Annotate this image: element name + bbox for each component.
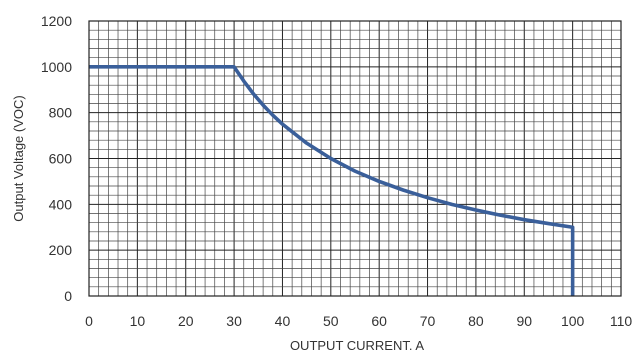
x-tick-label: 100 — [561, 313, 585, 329]
x-axis-label: OUTPUT CURRENT. A — [290, 338, 424, 353]
x-tick-label: 20 — [178, 313, 194, 329]
x-tick-label: 90 — [516, 313, 532, 329]
x-tick-label: 110 — [610, 313, 633, 329]
y-tick-labels: 0 200 400 600 800 1000 1200 — [41, 13, 72, 304]
y-tick-label: 400 — [49, 196, 73, 212]
y-tick-label: 1000 — [41, 59, 72, 75]
series-group — [89, 65, 575, 296]
y-tick-label: 600 — [49, 151, 73, 167]
grid — [88, 20, 622, 297]
y-tick-label: 0 — [64, 288, 72, 304]
x-tick-label: 80 — [468, 313, 484, 329]
y-axis-label: Output Voltage (VOC) — [11, 95, 26, 221]
plot-frame — [88, 20, 622, 297]
x-tick-label: 60 — [371, 313, 387, 329]
y-tick-label: 1200 — [41, 13, 72, 29]
x-tick-label: 70 — [420, 313, 436, 329]
x-tick-label: 10 — [130, 313, 146, 329]
x-tick-label: 40 — [275, 313, 291, 329]
x-tick-label: 30 — [226, 313, 242, 329]
series-line — [89, 65, 575, 296]
y-tick-label: 800 — [49, 105, 73, 121]
x-tick-label: 0 — [85, 313, 93, 329]
x-tick-label: 50 — [323, 313, 339, 329]
y-tick-label: 200 — [49, 242, 73, 258]
x-tick-labels: 0 10 20 30 40 50 60 70 80 90 100 110 — [85, 313, 632, 329]
